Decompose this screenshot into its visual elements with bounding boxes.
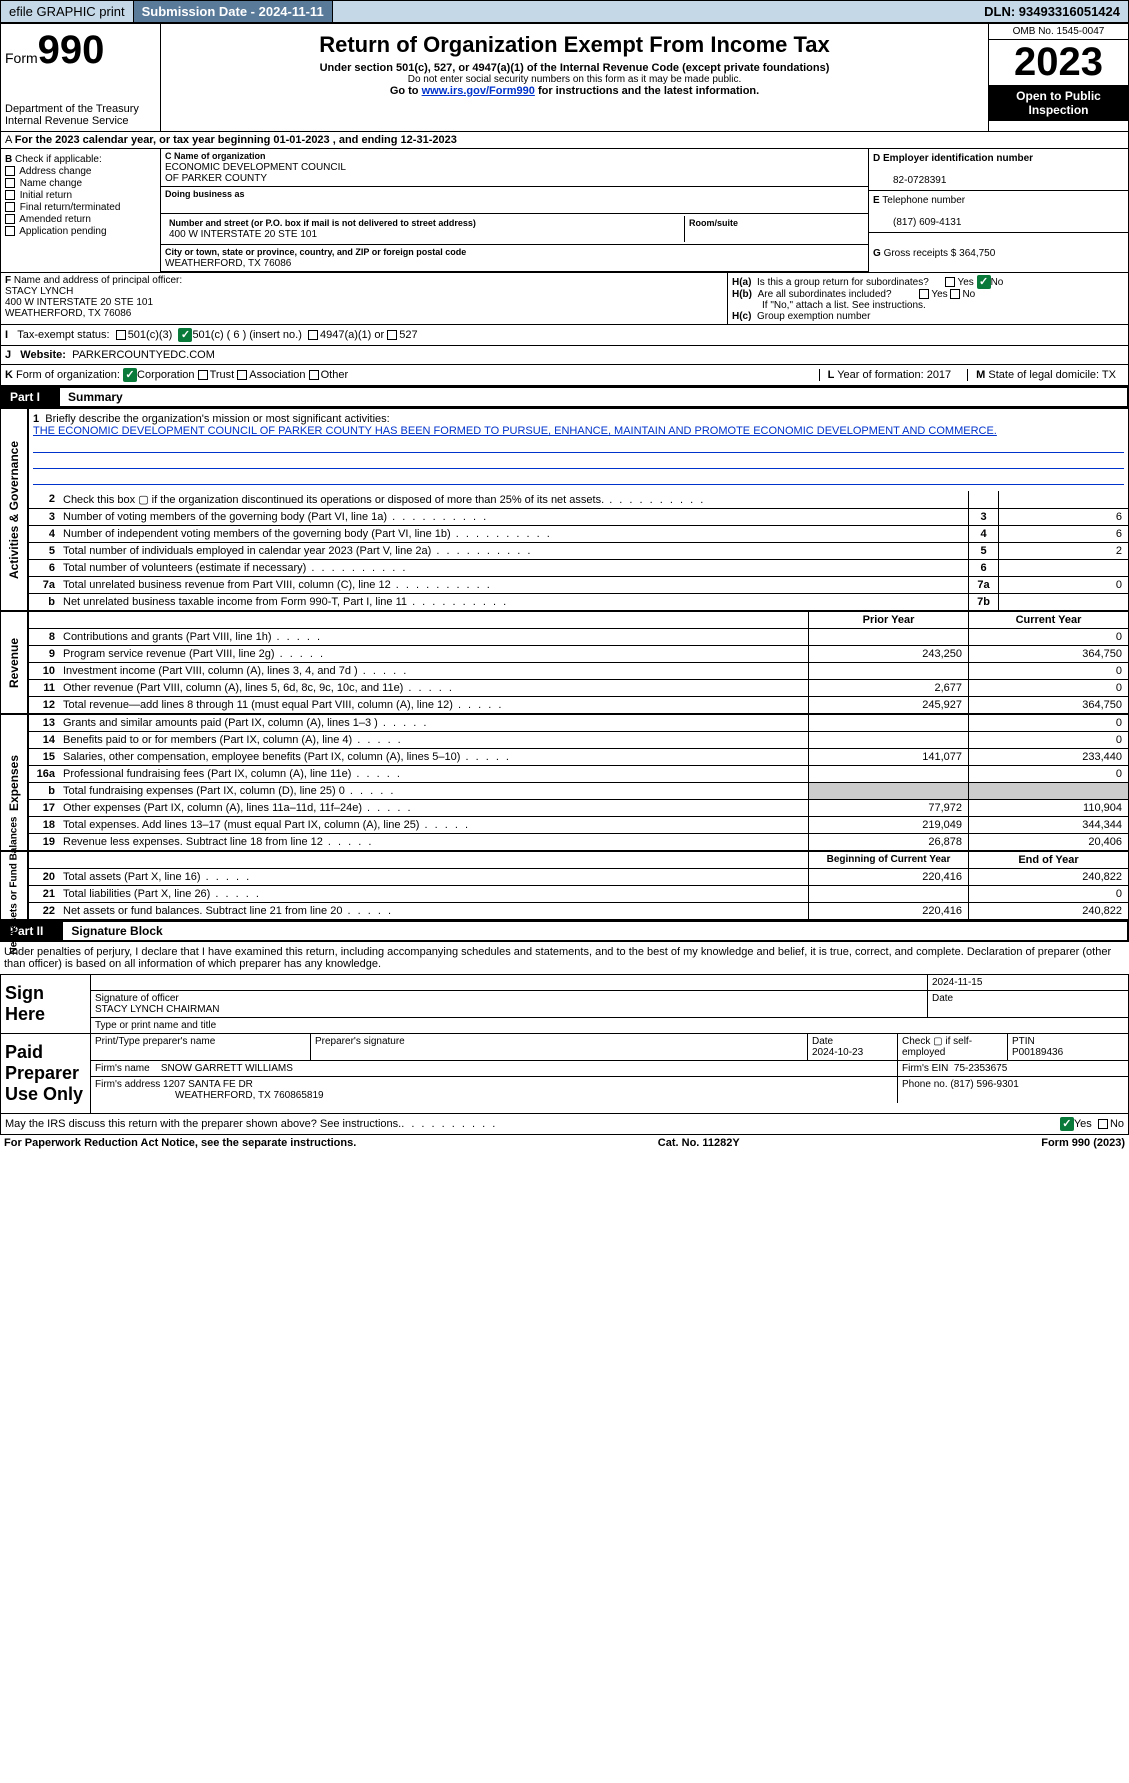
city-state-zip: WEATHERFORD, TX 76086 [165, 258, 291, 269]
firm-phone: (817) 596-9301 [950, 1079, 1018, 1090]
paid-preparer-block: Paid Preparer Use Only Print/Type prepar… [0, 1034, 1129, 1114]
omb-number: OMB No. 1545-0047 [989, 24, 1128, 40]
box-d: D Employer identification number82-07283… [868, 149, 1128, 272]
summary-row: bTotal fundraising expenses (Part IX, co… [29, 783, 1128, 800]
row-k: K Form of organization: ✓ Corporation Tr… [0, 365, 1129, 386]
dln: DLN: 93493316051424 [976, 1, 1128, 22]
row-i: I Tax-exempt status: 501(c)(3) ✓ 501(c) … [0, 325, 1129, 346]
side-label-exp: Expenses [7, 754, 21, 810]
efile-label: efile GRAPHIC print [1, 1, 134, 22]
gross-receipts: 364,750 [959, 248, 995, 259]
summary-row: 21Total liabilities (Part X, line 26)0 [29, 886, 1128, 903]
sign-here-block: Sign Here 2024-11-15 Signature of office… [0, 974, 1129, 1034]
open-inspection: Open to Public Inspection [989, 85, 1128, 121]
street-address: 400 W INTERSTATE 20 STE 101 [169, 229, 317, 240]
subtitle-3: Go to www.irs.gov/Form990 for instructio… [169, 85, 980, 97]
firm-ein: 75-2353675 [954, 1063, 1007, 1074]
summary-row: 8Contributions and grants (Part VIII, li… [29, 629, 1128, 646]
checkbox-item: Address change [5, 166, 156, 177]
revenue-section: Revenue Prior YearCurrent Year 8Contribu… [0, 611, 1129, 714]
line-a: A For the 2023 calendar year, or tax yea… [0, 132, 1129, 149]
officer-sig-name: STACY LYNCH CHAIRMAN [95, 1004, 219, 1015]
subtitle-1: Under section 501(c), 527, or 4947(a)(1)… [169, 62, 980, 74]
activities-governance: Activities & Governance 1 Briefly descri… [0, 408, 1129, 611]
part-2-header: Part IISignature Block [0, 920, 1129, 942]
summary-row: 6Total number of volunteers (estimate if… [29, 560, 1128, 577]
summary-row: 10Investment income (Part VIII, column (… [29, 663, 1128, 680]
website: PARKERCOUNTYEDC.COM [72, 349, 215, 361]
ptin: P00189436 [1012, 1047, 1063, 1058]
summary-row: 15Salaries, other compensation, employee… [29, 749, 1128, 766]
check-icon: ✓ [178, 328, 192, 342]
net-assets-section: Net Assets or Fund Balances Beginning of… [0, 851, 1129, 920]
page-footer: For Paperwork Reduction Act Notice, see … [0, 1135, 1129, 1151]
org-name-1: ECONOMIC DEVELOPMENT COUNCIL [165, 162, 346, 173]
summary-row: 17Other expenses (Part IX, column (A), l… [29, 800, 1128, 817]
subtitle-2: Do not enter social security numbers on … [169, 74, 980, 85]
summary-row: 12Total revenue—add lines 8 through 11 (… [29, 697, 1128, 713]
summary-row: 7aTotal unrelated business revenue from … [29, 577, 1128, 594]
signature-declaration: Under penalties of perjury, I declare th… [0, 942, 1129, 974]
form-title: Return of Organization Exempt From Incom… [169, 32, 980, 58]
checkbox-item: Amended return [5, 214, 156, 225]
summary-row: 22Net assets or fund balances. Subtract … [29, 903, 1128, 919]
mission-text[interactable]: THE ECONOMIC DEVELOPMENT COUNCIL OF PARK… [33, 425, 997, 437]
discuss-row: May the IRS discuss this return with the… [0, 1114, 1129, 1135]
box-c: C Name of organization ECONOMIC DEVELOPM… [161, 149, 868, 272]
officer-h-block: F Name and address of principal officer:… [0, 273, 1129, 325]
telephone: (817) 609-4131 [873, 217, 961, 228]
summary-row: 5Total number of individuals employed in… [29, 543, 1128, 560]
checkbox-item: Name change [5, 178, 156, 189]
summary-row: 20Total assets (Part X, line 16)220,4162… [29, 869, 1128, 886]
firm-name: SNOW GARRETT WILLIAMS [161, 1063, 293, 1074]
info-block: B Check if applicable: Address change Na… [0, 149, 1129, 273]
summary-row: 13Grants and similar amounts paid (Part … [29, 715, 1128, 732]
summary-row: 16aProfessional fundraising fees (Part I… [29, 766, 1128, 783]
box-b: B Check if applicable: Address change Na… [1, 149, 161, 272]
checkbox-item: Final return/terminated [5, 202, 156, 213]
row-j: J Website: PARKERCOUNTYEDC.COM [0, 346, 1129, 365]
dept-treasury: Department of the Treasury [5, 103, 156, 115]
side-label-na: Net Assets or Fund Balances [9, 816, 20, 954]
checkbox-item: Initial return [5, 190, 156, 201]
tax-year: 2023 [989, 40, 1128, 85]
summary-row: 19Revenue less expenses. Subtract line 1… [29, 834, 1128, 850]
submission-date: Submission Date - 2024-11-11 [134, 1, 333, 22]
summary-row: 14Benefits paid to or for members (Part … [29, 732, 1128, 749]
check-icon: ✓ [977, 275, 991, 289]
form-number: Form990 [5, 28, 156, 73]
part-1-header: Part ISummary [0, 386, 1129, 408]
check-icon: ✓ [123, 368, 137, 382]
summary-row: 11Other revenue (Part VIII, column (A), … [29, 680, 1128, 697]
side-label-gov: Activities & Governance [7, 440, 21, 578]
summary-row: 3Number of voting members of the governi… [29, 509, 1128, 526]
side-label-rev: Revenue [7, 637, 21, 687]
summary-row: 9Program service revenue (Part VIII, lin… [29, 646, 1128, 663]
summary-row: 2Check this box ▢ if the organization di… [29, 491, 1128, 509]
org-name-2: OF PARKER COUNTY [165, 173, 267, 184]
summary-row: 18Total expenses. Add lines 13–17 (must … [29, 817, 1128, 834]
top-bar: efile GRAPHIC print Submission Date - 20… [0, 0, 1129, 23]
form-header: Form990 Department of the Treasury Inter… [0, 23, 1129, 132]
officer-name: STACY LYNCH [5, 286, 73, 297]
summary-row: bNet unrelated business taxable income f… [29, 594, 1128, 610]
irs-label: Internal Revenue Service [5, 115, 156, 127]
check-icon: ✓ [1060, 1117, 1074, 1131]
ein: 82-0728391 [873, 175, 946, 186]
expenses-section: Expenses 13Grants and similar amounts pa… [0, 714, 1129, 851]
irs-link[interactable]: www.irs.gov/Form990 [422, 85, 535, 97]
summary-row: 4Number of independent voting members of… [29, 526, 1128, 543]
checkbox-item: Application pending [5, 226, 156, 237]
